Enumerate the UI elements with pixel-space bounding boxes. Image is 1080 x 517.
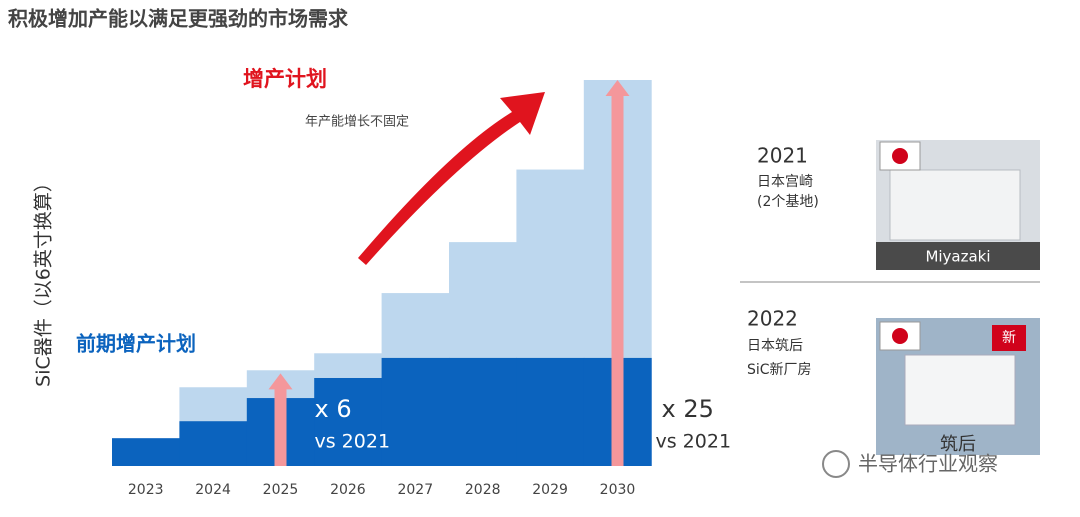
site-place: 日本筑后 — [747, 338, 803, 354]
site-place: 日本宫崎 — [757, 174, 813, 190]
watermark: 半导体行业观察 — [858, 452, 998, 476]
building — [904, 354, 1016, 426]
site-year: 2022 — [747, 307, 798, 331]
callout-label: x 25 — [662, 395, 714, 423]
watermark-icon — [822, 450, 850, 478]
early-plan-bar — [516, 357, 585, 466]
site-2021: 2021 日本宫崎 (2个基地) Miyazaki — [757, 140, 1040, 270]
x-tick-label: 2027 — [397, 482, 433, 498]
photo-label: 筑后 — [940, 434, 976, 455]
callout-note: vs 2021 — [656, 431, 732, 453]
early-plan-bar — [314, 377, 383, 466]
callout-note: vs 2021 — [315, 431, 391, 453]
flag-sun — [892, 328, 908, 344]
flag-sun — [892, 148, 908, 164]
legend-plan: 增产计划 — [243, 67, 327, 91]
callout-label: x 6 — [315, 395, 352, 423]
annotation: 年产能增长不固定 — [305, 115, 409, 130]
x-tick-label: 2024 — [195, 482, 231, 498]
site-2022: 2022 日本筑后 SiC新厂房 新 筑后 — [747, 307, 1040, 455]
badge-text: 新 — [1002, 330, 1016, 346]
x-tick-label: 2025 — [263, 482, 299, 498]
x-tick-label: 2030 — [600, 482, 636, 498]
photo-label: Miyazaki — [925, 248, 990, 266]
early-plan-bar — [112, 438, 180, 466]
growth-arrow — [268, 373, 293, 466]
trend-arrow — [358, 92, 545, 265]
photo-label-bar — [876, 242, 1040, 270]
badge — [992, 325, 1026, 351]
x-tick-label: 2023 — [128, 482, 164, 498]
early-plan-bar — [449, 357, 517, 466]
legend-early-plan: 前期增产计划 — [76, 332, 196, 356]
chart-title: 积极增加产能以满足更强劲的市场需求 — [8, 7, 349, 31]
y-axis-label: SiC器件（以6英寸换算） — [33, 173, 55, 387]
building — [889, 169, 1021, 241]
x-tick-label: 2029 — [532, 482, 568, 498]
early-plan-bar — [381, 357, 450, 466]
x-tick-label: 2028 — [465, 482, 501, 498]
early-plan-bar — [179, 421, 248, 466]
site-detail: SiC新厂房 — [747, 362, 812, 378]
site-year: 2021 — [757, 144, 808, 168]
site-detail: (2个基地) — [757, 193, 819, 210]
x-tick-label: 2026 — [330, 482, 366, 498]
growth-arrow — [605, 80, 630, 466]
